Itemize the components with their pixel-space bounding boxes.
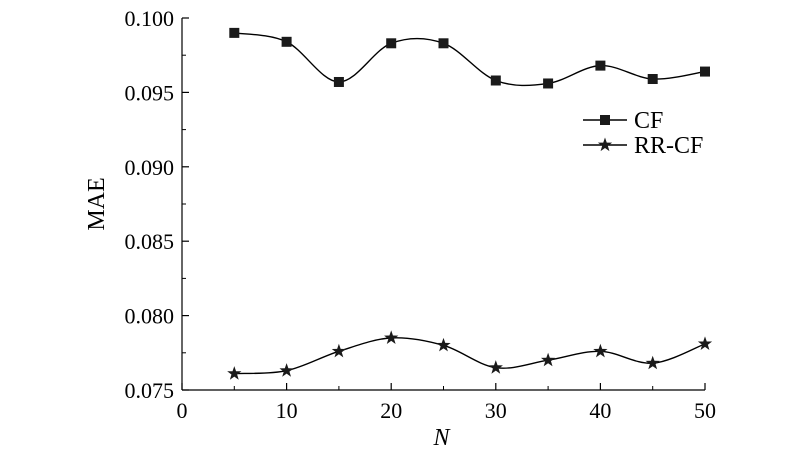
- data-point-rr-cf: [488, 360, 503, 374]
- x-tick-label: 0: [177, 398, 188, 423]
- data-point-cf: [595, 60, 606, 71]
- y-tick-label: 0.090: [125, 155, 175, 180]
- axes: 0 10 20 30 40 50 0.075 0.080 0.085 0.090 0.095 0.10…: [84, 6, 716, 451]
- data-point-rr-cf: [331, 343, 347, 358]
- legend-marker-cf: [600, 115, 610, 125]
- data-point-cf: [386, 38, 397, 49]
- x-tick-label: 40: [589, 398, 611, 423]
- series-line-rr-cf: [234, 337, 706, 375]
- legend-label-cf: CF: [634, 108, 663, 134]
- data-point-rr-cf: [279, 363, 294, 377]
- data-point-cf: [490, 75, 501, 86]
- x-tick-label: 50: [694, 398, 716, 423]
- data-point-cf: [281, 36, 292, 47]
- x-tick-label: 10: [276, 398, 298, 423]
- y-tick-label: 0.080: [125, 304, 175, 329]
- series-line-cf: [234, 32, 706, 87]
- data-point-rr-cf: [384, 330, 399, 344]
- data-point-cf: [647, 74, 658, 85]
- legend-marker-rr-cf: [597, 137, 613, 152]
- y-axis-title: MAE: [84, 177, 110, 230]
- data-point-rr-cf: [227, 366, 242, 380]
- data-point-cf: [333, 76, 344, 87]
- data-point-cf: [700, 66, 710, 77]
- y-tick-label: 0.075: [125, 378, 175, 403]
- data-point-cf: [438, 38, 449, 49]
- series-layer: [227, 27, 713, 380]
- data-point-rr-cf: [593, 343, 608, 358]
- y-tick-label: 0.085: [125, 229, 175, 254]
- series-rr-cf: [227, 330, 713, 380]
- x-axis-title: N: [432, 425, 451, 451]
- data-point-cf: [543, 78, 554, 89]
- y-tick-label: 0.100: [125, 6, 175, 31]
- series-cf: [229, 27, 710, 89]
- legend-label-rr-cf: RR-CF: [634, 133, 703, 159]
- data-point-rr-cf: [697, 336, 713, 350]
- x-tick-label: 20: [380, 398, 402, 423]
- data-point-cf: [229, 27, 240, 38]
- x-tick-label: 30: [485, 398, 507, 423]
- data-point-rr-cf: [540, 352, 556, 367]
- data-point-rr-cf: [645, 355, 660, 370]
- data-point-rr-cf: [436, 337, 451, 352]
- y-tick-label: 0.095: [125, 80, 175, 105]
